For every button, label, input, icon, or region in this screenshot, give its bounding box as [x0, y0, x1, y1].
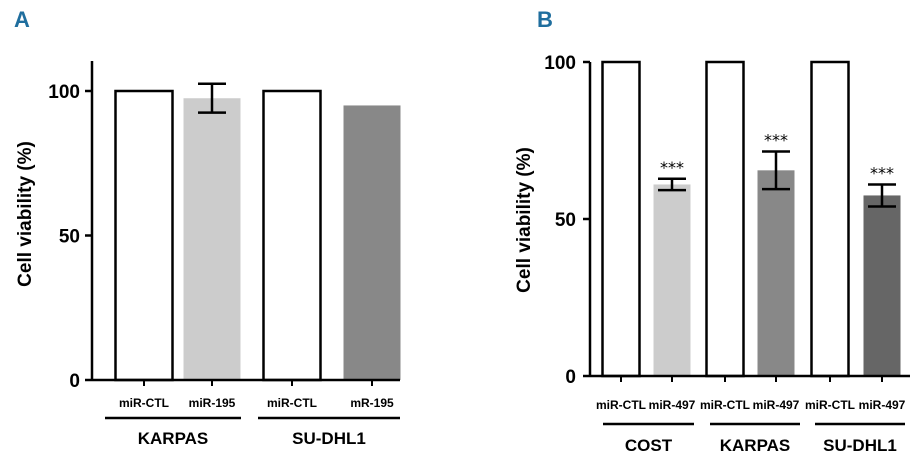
- panel-b-error-bar-1: [658, 177, 686, 192]
- panel-b-significance-5: ***: [870, 163, 894, 182]
- panel-b-letter: B: [537, 7, 553, 32]
- panel-b-group-label-0: COST: [625, 436, 673, 455]
- panel-b-category-label-2: miR-CTL: [700, 398, 750, 412]
- panel-b-significance-1: ***: [660, 158, 684, 177]
- panel-b-bar-0: [601, 60, 641, 378]
- panel-a-group-label-0: KARPAS: [138, 429, 209, 448]
- panel-b-bar-5: [863, 195, 901, 376]
- panel-b-group-label-2: SU-DHL1: [823, 436, 897, 455]
- panel-b-significance-3: ***: [764, 130, 788, 149]
- panel-b-bar-3: [757, 170, 795, 376]
- panel-b-error-bar-5: [868, 183, 896, 208]
- panel-a-error-bar-1: [198, 82, 226, 114]
- panel-b-category-label-0: miR-CTL: [596, 398, 646, 412]
- panel-b-category-label-3: miR-497: [753, 398, 800, 412]
- panel-b-category-label-4: miR-CTL: [805, 398, 855, 412]
- panel-a-category-label-0: miR-CTL: [119, 396, 169, 410]
- panel-b: B Cell viability (%) miR-CTL***miR-497 mi…: [514, 7, 910, 455]
- panel-a-group-label-1: SU-DHL1: [292, 429, 366, 448]
- panel-a-letter: A: [14, 7, 30, 32]
- panel-b-bar-1: [653, 184, 691, 376]
- panel-a-category-label-1: miR-195: [189, 396, 236, 410]
- panel-b-group-label-1: KARPAS: [720, 436, 791, 455]
- panel-a-bar-2: [262, 89, 322, 382]
- panel-a-category-label-2: miR-CTL: [267, 396, 317, 410]
- panel-a-y-axis-label: Cell viability (%): [15, 141, 36, 287]
- panel-b-y-tick-label-0: 0: [565, 367, 576, 388]
- panel-b-y-tick-label-2: 100: [544, 53, 576, 74]
- panel-a-bar-1: [183, 98, 241, 380]
- panel-b-category-label-5: miR-497: [859, 398, 906, 412]
- panel-a-category-label-3: mR-195: [350, 396, 394, 410]
- panel-b-category-label-1: miR-497: [649, 398, 696, 412]
- panel-a: A Cell viability (%) miR-CTL miR-195 miR-C…: [14, 7, 401, 448]
- panel-a-plot: miR-CTL miR-195 miR-CTL mR-195 0 50 100 KARPAS S…: [48, 61, 401, 448]
- panel-a-y-tick-label-1: 50: [59, 227, 80, 248]
- panel-b-y-axis-label: Cell viability (%): [514, 147, 535, 293]
- panel-a-bar-0: [114, 89, 174, 382]
- panel-b-error-bar-3: [762, 150, 790, 191]
- panel-a-y-tick-label-0: 0: [69, 371, 80, 392]
- panel-b-bar-4: [810, 60, 850, 378]
- panel-b-plot: miR-CTL***miR-497 miR-CTL***miR-497 miR-CT…: [544, 53, 910, 455]
- panel-a-bar-3: [343, 105, 401, 380]
- panel-a-y-tick-label-2: 100: [48, 82, 80, 103]
- panel-b-bar-2: [705, 60, 745, 378]
- panel-b-y-tick-label-1: 50: [555, 210, 576, 231]
